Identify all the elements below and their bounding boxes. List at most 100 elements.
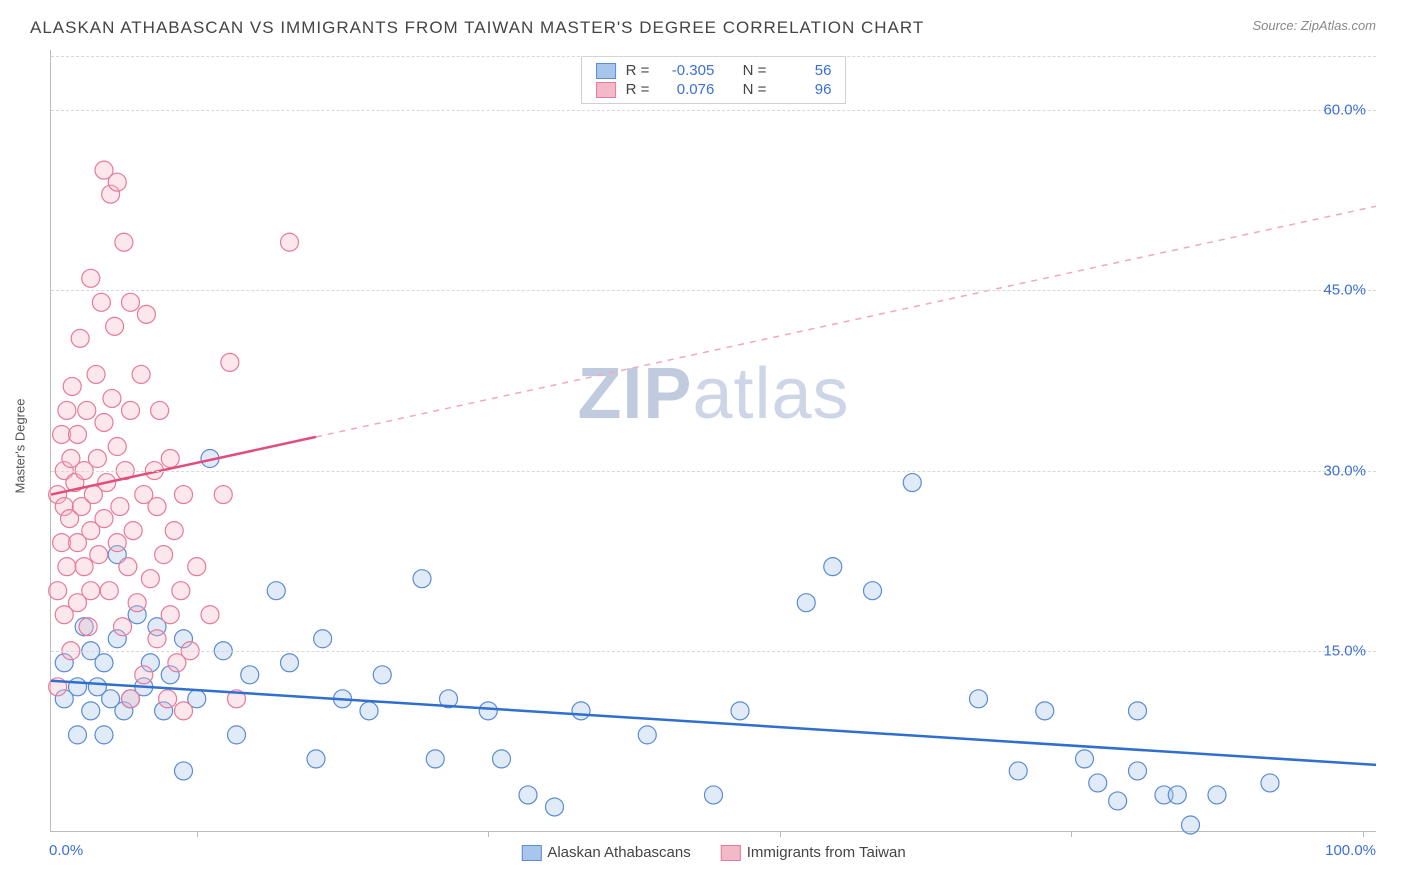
data-point (426, 750, 444, 768)
data-point (132, 365, 150, 383)
data-point (95, 413, 113, 431)
data-point (87, 365, 105, 383)
stat-n-label: N = (743, 62, 767, 79)
legend-swatch (596, 82, 616, 98)
chart-title: ALASKAN ATHABASCAN VS IMMIGRANTS FROM TA… (30, 18, 924, 38)
gridline (51, 471, 1376, 472)
data-point (88, 450, 106, 468)
data-point (69, 678, 87, 696)
data-point (82, 702, 100, 720)
data-point (1208, 786, 1226, 804)
stat-r-label: R = (626, 81, 650, 98)
data-point (1089, 774, 1107, 792)
legend-swatch (721, 845, 741, 861)
data-point (103, 389, 121, 407)
legend-stat-row: R =-0.305 N =56 (596, 61, 832, 80)
legend-swatch (596, 63, 616, 79)
data-point (148, 498, 166, 516)
data-point (108, 173, 126, 191)
data-point (100, 582, 118, 600)
stat-r-value: -0.305 (659, 62, 714, 79)
legend-stat-row: R = 0.076 N = 96 (596, 80, 832, 99)
gridline (51, 651, 1376, 652)
data-point (49, 582, 67, 600)
data-point (731, 702, 749, 720)
data-point (519, 786, 537, 804)
data-point (165, 522, 183, 540)
data-point (111, 498, 129, 516)
data-point (159, 690, 177, 708)
data-point (92, 293, 110, 311)
data-point (141, 570, 159, 588)
data-point (797, 594, 815, 612)
y-tick-label: 45.0% (1323, 282, 1366, 299)
data-point (175, 702, 193, 720)
stat-n-value: 96 (776, 81, 831, 98)
data-point (479, 702, 497, 720)
data-point (115, 233, 133, 251)
y-axis-label: Master's Degree (13, 399, 28, 494)
data-point (78, 401, 96, 419)
gridline (51, 110, 1376, 111)
data-point (69, 726, 87, 744)
data-point (58, 401, 76, 419)
data-point (119, 558, 137, 576)
y-tick-label: 15.0% (1323, 642, 1366, 659)
data-point (114, 618, 132, 636)
data-point (148, 630, 166, 648)
gridline (51, 290, 1376, 291)
data-point (314, 630, 332, 648)
y-tick-label: 60.0% (1323, 102, 1366, 119)
stat-n-label: N = (743, 81, 767, 98)
x-tick (780, 831, 781, 837)
data-point (413, 570, 431, 588)
data-point (175, 486, 193, 504)
stat-r-label: R = (626, 62, 650, 79)
data-point (90, 546, 108, 564)
data-point (281, 654, 299, 672)
data-point (864, 582, 882, 600)
legend-swatch (521, 845, 541, 861)
data-point (122, 690, 140, 708)
data-point (572, 702, 590, 720)
data-point (135, 666, 153, 684)
data-point (151, 401, 169, 419)
x-tick (488, 831, 489, 837)
data-point (903, 474, 921, 492)
trend-line (51, 681, 1376, 765)
data-point (1129, 702, 1147, 720)
data-point (360, 702, 378, 720)
data-point (95, 726, 113, 744)
data-point (69, 425, 87, 443)
data-point (172, 582, 190, 600)
legend-series-label: Alaskan Athabascans (547, 844, 690, 861)
data-point (824, 558, 842, 576)
data-point (82, 582, 100, 600)
stat-r-value: 0.076 (659, 81, 714, 98)
gridline (51, 56, 1376, 57)
data-point (58, 558, 76, 576)
data-point (1109, 792, 1127, 810)
data-point (221, 353, 239, 371)
data-point (188, 558, 206, 576)
x-tick (1363, 831, 1364, 837)
legend-series-box: Alaskan AthabascansImmigrants from Taiwa… (521, 844, 905, 861)
data-point (1168, 786, 1186, 804)
data-point (63, 377, 81, 395)
data-point (1261, 774, 1279, 792)
data-point (1076, 750, 1094, 768)
data-point (281, 233, 299, 251)
data-point (970, 690, 988, 708)
data-point (79, 618, 97, 636)
data-point (1009, 762, 1027, 780)
data-point (161, 450, 179, 468)
data-point (228, 726, 246, 744)
source-label: Source: ZipAtlas.com (1252, 18, 1376, 33)
data-point (75, 558, 93, 576)
scatter-svg (51, 50, 1376, 831)
data-point (82, 269, 100, 287)
data-point (108, 534, 126, 552)
x-tick (1071, 831, 1072, 837)
data-point (373, 666, 391, 684)
y-tick-label: 30.0% (1323, 462, 1366, 479)
